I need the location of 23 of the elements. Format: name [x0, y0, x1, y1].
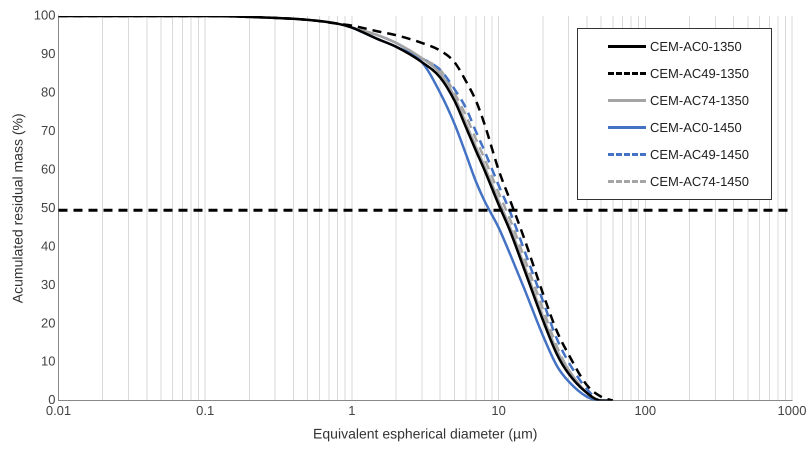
y-tick-label: 90	[41, 46, 56, 62]
legend-label: CEM-AC0-1450	[650, 120, 742, 135]
x-tick-label: 1000	[778, 402, 806, 418]
y-tick-label: 60	[41, 161, 56, 176]
y-tick-label: 10	[41, 354, 56, 369]
legend-label: CEM-AC74-1450	[650, 174, 749, 189]
y-tick-label: 20	[41, 315, 56, 330]
legend-label: CEM-AC74-1350	[650, 93, 749, 108]
y-tick-label: 100	[34, 8, 56, 23]
x-tick-label: 100	[634, 402, 656, 418]
legend-label: CEM-AC0-1350	[650, 39, 742, 54]
y-tick-label: 50	[41, 200, 56, 215]
legend-label: CEM-AC49-1450	[650, 147, 749, 162]
y-tick-label: 80	[41, 84, 56, 100]
y-tick-label: 30	[41, 276, 56, 292]
x-tick-label: 10	[491, 402, 506, 418]
y-tick-label: 40	[41, 238, 56, 254]
legend-label: CEM-AC49-1350	[650, 66, 749, 81]
x-axis-title: Equivalent espherical diameter (µm)	[313, 425, 538, 442]
y-axis-title: Acumulated residual mass (%)	[9, 113, 26, 304]
x-tick-label: 1	[348, 402, 356, 418]
y-tick-label: 70	[41, 122, 56, 138]
x-tick-label: 0.1	[196, 402, 214, 418]
